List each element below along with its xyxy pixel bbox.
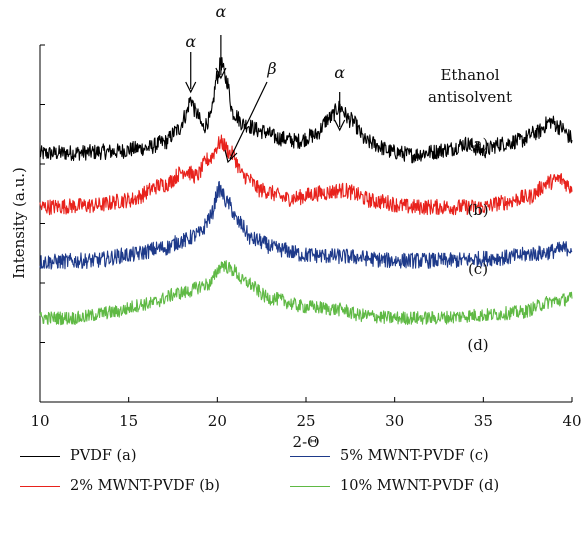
- legend-item: PVDF (a): [20, 448, 136, 464]
- x-tick-label: 20: [208, 412, 227, 430]
- x-axis-title: 2-Θ: [293, 433, 320, 450]
- legend-swatch: [20, 485, 60, 487]
- legend-swatch: [290, 485, 330, 487]
- solvent-label-line1: Ethanol: [440, 66, 499, 84]
- y-axis-ticks: [40, 44, 45, 343]
- series-line: [39, 260, 573, 326]
- series-tag: (c): [468, 260, 488, 278]
- x-tick-label: 15: [119, 412, 138, 430]
- series-tag: (b): [467, 201, 488, 219]
- legend-swatch: [290, 455, 330, 457]
- legend-label: PVDF (a): [70, 448, 137, 464]
- peak-arrow-head: [334, 119, 346, 132]
- legend-label: 2% MWNT-PVDF (b): [70, 478, 220, 494]
- beta-arrow: [229, 81, 268, 160]
- series-line: [39, 180, 573, 270]
- alpha-label: α: [334, 63, 345, 82]
- legend: PVDF (a) 2% MWNT-PVDF (b) 5% MWNT-PVDF (c)…: [20, 448, 565, 528]
- beta-label: β: [266, 59, 276, 78]
- y-axis-title: Intensity (a.u.): [10, 167, 28, 279]
- alpha-label: α: [185, 32, 196, 51]
- series-group: (a) (b) (c) (d): [39, 57, 573, 354]
- series-tag: (a): [468, 135, 489, 153]
- x-tick-label: 30: [385, 412, 404, 430]
- beta-arrow-head: [224, 149, 238, 164]
- alpha-label: α: [215, 2, 226, 21]
- legend-item: 5% MWNT-PVDF (c): [290, 448, 489, 464]
- legend-item: 2% MWNT-PVDF (b): [20, 478, 220, 494]
- legend-label: 5% MWNT-PVDF (c): [340, 448, 489, 464]
- legend-swatch: [20, 455, 60, 457]
- legend-label: 10% MWNT-PVDF (d): [340, 478, 500, 494]
- series-line: [39, 57, 573, 164]
- peak-arrow-head: [215, 67, 227, 80]
- legend-item: 10% MWNT-PVDF (d): [290, 478, 499, 494]
- peak-arrow-head: [185, 81, 197, 94]
- x-tick-label: 35: [474, 412, 493, 430]
- x-tick-label: 10: [30, 412, 49, 430]
- x-tick-label: 40: [562, 412, 581, 430]
- series-line: [39, 134, 573, 216]
- series-tag: (d): [467, 336, 488, 354]
- solvent-label-line2: antisolvent: [428, 88, 512, 106]
- x-axis-ticks: 10 15 20 25 30 35 40: [30, 397, 581, 430]
- x-tick-label: 25: [296, 412, 315, 430]
